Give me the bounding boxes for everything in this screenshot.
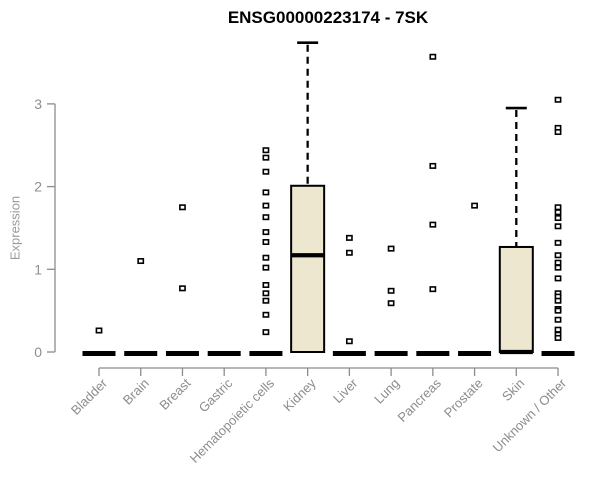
- category-label: Gastric: [196, 375, 236, 415]
- outlier-point: [387, 287, 395, 294]
- outlier-point: [554, 223, 562, 230]
- outlier-point: [262, 202, 270, 209]
- zero-box-hematopoietic-cells: [249, 351, 283, 356]
- category-label: Liver: [330, 375, 361, 406]
- y-axis-title: Expression: [7, 195, 23, 261]
- outlier-point: [554, 239, 562, 246]
- y-tick-label: 2: [34, 179, 42, 195]
- zero-box-liver: [332, 351, 366, 356]
- outlier-point: [387, 300, 395, 307]
- category-label: Bladder: [68, 375, 111, 418]
- outlier-point: [554, 215, 562, 222]
- outlier-point: [429, 53, 437, 60]
- outlier-point: [262, 229, 270, 236]
- outlier-point: [429, 286, 437, 293]
- outlier-point: [554, 297, 562, 304]
- category-label: Prostate: [441, 376, 486, 421]
- outlier-point: [554, 307, 562, 314]
- outlier-point: [554, 264, 562, 271]
- category-label: Unknown / Other: [490, 375, 570, 455]
- outlier-point: [554, 209, 562, 216]
- zero-box-prostate: [458, 351, 492, 356]
- outlier-point: [345, 249, 353, 256]
- outlier-point: [262, 154, 270, 161]
- category-label: Pancreas: [395, 375, 445, 425]
- category-label: Skin: [499, 376, 527, 404]
- zero-box-breast: [165, 351, 199, 356]
- y-tick-label: 1: [34, 261, 42, 277]
- outlier-point: [554, 129, 562, 136]
- zero-box-unknown-other: [541, 351, 575, 356]
- outlier-point: [387, 245, 395, 252]
- outlier-point: [262, 290, 270, 297]
- chart-title: ENSG00000223174 - 7SK: [227, 8, 429, 27]
- outlier-point: [554, 334, 562, 341]
- outlier-point: [345, 338, 353, 345]
- outlier-point: [262, 189, 270, 196]
- zero-box-gastric: [207, 351, 241, 356]
- y-tick-label: 3: [34, 96, 42, 112]
- outlier-point: [262, 214, 270, 221]
- outlier-point: [95, 327, 103, 334]
- outlier-point: [554, 259, 562, 266]
- outlier-point: [137, 258, 145, 265]
- y-tick-label: 0: [34, 344, 42, 360]
- outlier-point: [262, 168, 270, 175]
- outlier-point: [554, 275, 562, 282]
- outlier-point: [262, 282, 270, 289]
- box-skin: [498, 245, 534, 353]
- outlier-point: [471, 202, 478, 209]
- outlier-point: [262, 147, 270, 154]
- outlier-point: [554, 204, 562, 211]
- outlier-point: [554, 96, 562, 103]
- zero-box-bladder: [82, 351, 116, 356]
- zero-box-brain: [124, 351, 158, 356]
- category-label: Lung: [371, 376, 402, 407]
- zero-box-pancreas: [416, 351, 450, 356]
- category-label: Breast: [156, 375, 193, 412]
- outlier-point: [554, 252, 562, 259]
- outlier-point: [554, 326, 562, 333]
- outlier-point: [429, 221, 437, 228]
- zero-box-lung: [374, 351, 408, 356]
- outlier-point: [262, 311, 270, 318]
- outlier-point: [345, 234, 353, 241]
- category-label: Brain: [120, 376, 152, 408]
- outlier-point: [262, 329, 270, 336]
- outlier-point: [179, 204, 186, 211]
- box-kidney: [290, 184, 326, 353]
- outlier-point: [429, 162, 437, 169]
- outlier-point: [262, 264, 270, 271]
- outlier-point: [179, 285, 186, 292]
- outlier-point: [554, 316, 562, 323]
- category-label: Kidney: [280, 375, 319, 414]
- outlier-point: [262, 254, 270, 261]
- outlier-point: [262, 297, 270, 304]
- outlier-point: [262, 239, 270, 246]
